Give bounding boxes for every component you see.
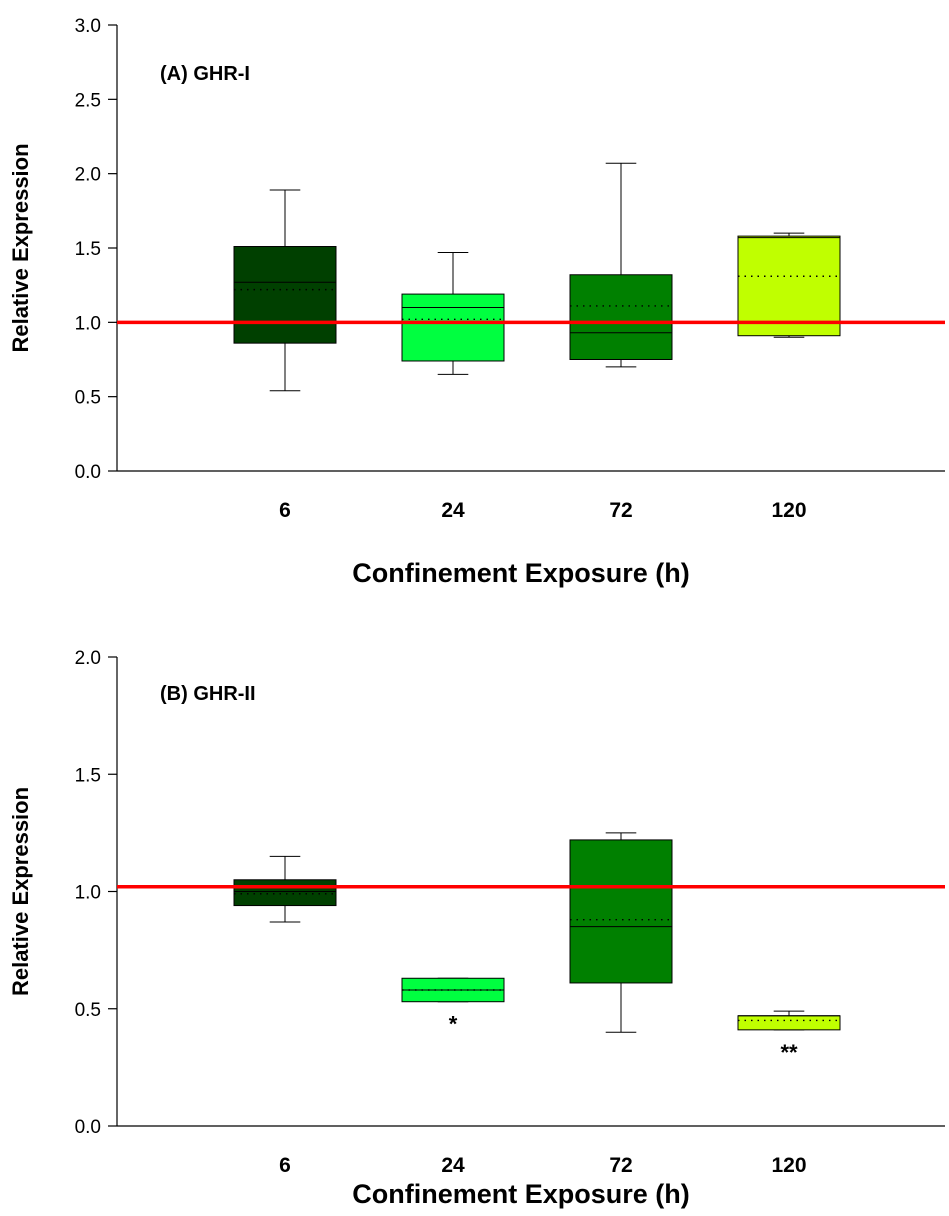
x-tick-label: 6 (279, 499, 291, 522)
y-tick-label: 0.0 (75, 1117, 101, 1138)
box-plot-6 (233, 189, 337, 392)
box-plot-24 (401, 251, 505, 375)
box-plot-6 (233, 855, 337, 923)
x-tick-label: 24 (441, 499, 465, 522)
x-tick-label: 24 (441, 1154, 465, 1177)
y-tick-label: 0.0 (75, 462, 101, 483)
y-axis-title: Relative Expression (8, 787, 33, 996)
x-tick-label: 72 (609, 1154, 632, 1177)
box-plot-72 (569, 162, 673, 368)
x-axis-title: Confinement Exposure (h) (352, 1179, 690, 1209)
x-tick-label: 120 (771, 499, 806, 522)
box-plot-120: ** (737, 1010, 841, 1065)
panel-a: 0.0 0.5 1.0 1.5 2.0 2.5 3.0 6 24 72 120 Confinement… (8, 16, 945, 588)
box-iqr (569, 839, 673, 984)
y-tick-label: 1.5 (75, 765, 101, 786)
y-tick-label: 2.0 (75, 648, 101, 669)
y-tick-label: 0.5 (75, 1000, 101, 1021)
panel-b: 0.0 0.5 1.0 1.5 2.0 6 24 72 120 Confinement Expos… (8, 648, 945, 1209)
y-tick-label: 0.5 (75, 388, 101, 409)
box-plot-120 (737, 232, 841, 338)
panel-title: (A) GHR-I (160, 63, 250, 85)
box-iqr (233, 879, 337, 907)
box-iqr (737, 235, 841, 337)
x-tick-label: 120 (771, 1154, 806, 1177)
y-tick-label: 1.0 (75, 313, 101, 334)
y-tick-label: 2.5 (75, 90, 101, 111)
y-axis-title: Relative Expression (8, 143, 33, 352)
box-iqr (569, 274, 673, 361)
y-tick-label: 1.0 (75, 883, 101, 904)
y-tick-label: 2.0 (75, 165, 101, 186)
y-tick-label: 1.5 (75, 239, 101, 260)
box-iqr (401, 293, 505, 362)
significance-marker: * (449, 1012, 458, 1037)
significance-marker: ** (780, 1040, 798, 1065)
y-tick-label: 3.0 (75, 16, 101, 37)
x-axis-title: Confinement Exposure (h) (352, 558, 690, 588)
box-iqr (737, 1015, 841, 1031)
box-iqr (233, 246, 337, 344)
box-plot-24: * (401, 977, 505, 1037)
x-tick-label: 6 (279, 1154, 291, 1177)
box-plot-72 (569, 832, 673, 1033)
panel-title: (B) GHR-II (160, 683, 256, 705)
x-tick-label: 72 (609, 499, 632, 522)
